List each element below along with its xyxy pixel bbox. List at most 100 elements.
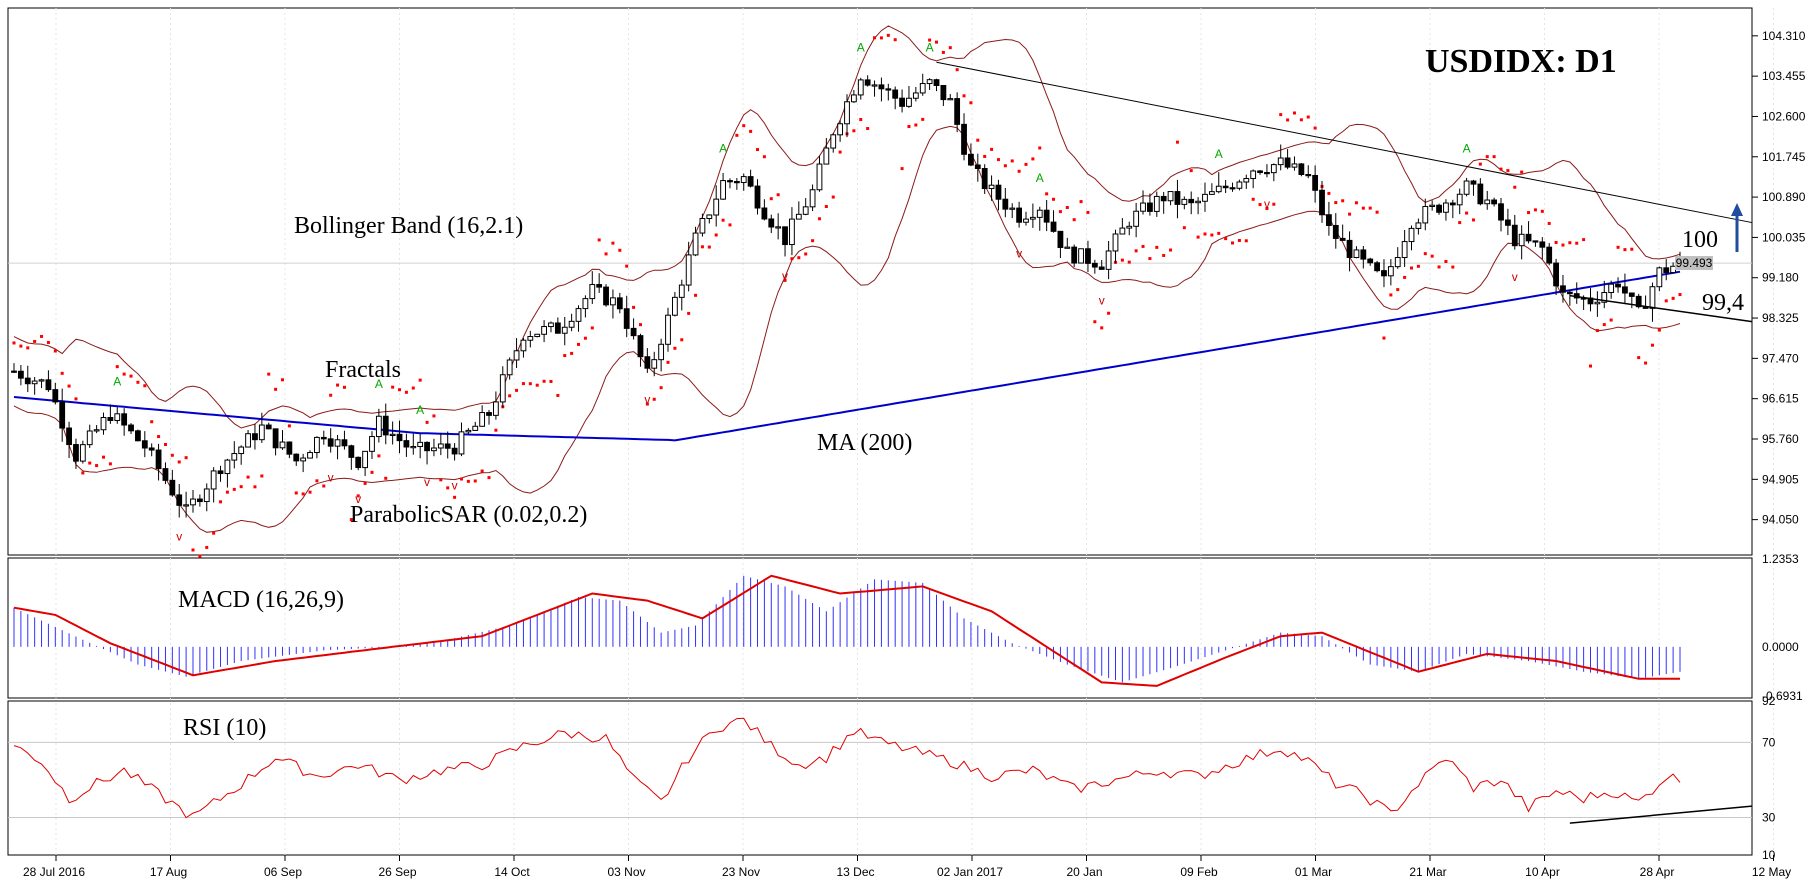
time-tick-label: 02 Jan 2017: [937, 865, 1003, 879]
time-tick-label: 01 Mar: [1295, 865, 1332, 879]
sar-dot: [1630, 247, 1634, 251]
sar-dot: [1389, 293, 1393, 297]
candle-body: [1504, 219, 1511, 226]
sar-dot: [33, 339, 37, 343]
sar-dot: [1169, 248, 1173, 252]
sar-dot: [1237, 238, 1241, 242]
candle-body: [954, 98, 961, 125]
time-tick-label: 10 Apr: [1525, 865, 1560, 879]
sar-dot: [88, 461, 92, 465]
candle-body: [892, 89, 899, 99]
level-994-label: 99,4: [1702, 290, 1744, 316]
candle-body: [1009, 207, 1016, 210]
candle-body: [1518, 233, 1525, 247]
sar-dot: [205, 545, 209, 549]
sar-dot: [384, 476, 388, 480]
candle-body: [837, 123, 844, 136]
candle-body: [809, 189, 816, 208]
sar-dot: [53, 349, 57, 353]
sar-dot: [1141, 244, 1145, 248]
candle-body: [1374, 262, 1380, 272]
sar-dot: [1623, 248, 1627, 252]
sar-dot: [542, 379, 546, 383]
sar-dot: [1527, 211, 1531, 215]
sar-dot: [274, 387, 278, 391]
candle-body: [871, 84, 878, 87]
candle-body: [1566, 291, 1573, 295]
sar-dot: [1416, 264, 1420, 268]
candle-body: [568, 320, 575, 328]
sar-dot: [528, 382, 532, 386]
sar-dot: [590, 326, 594, 330]
candle-body: [768, 218, 775, 228]
candles: [11, 73, 1683, 518]
candle-body: [1429, 204, 1436, 208]
sar-dot: [129, 374, 133, 378]
sar-dot: [1334, 201, 1338, 205]
candle-body: [940, 84, 947, 101]
candle-body: [1098, 266, 1105, 270]
candle-body: [1050, 221, 1057, 232]
candle-body: [128, 424, 134, 432]
sar-dot: [521, 382, 525, 386]
fractal-up-marker: A: [375, 377, 383, 391]
sar-dot: [1003, 164, 1007, 168]
sar-dot: [1258, 203, 1262, 207]
candle-body: [857, 79, 864, 96]
sar-dot: [549, 379, 553, 383]
sar-dot: [466, 479, 470, 483]
sar-dot: [962, 94, 966, 98]
sar-dot: [1265, 206, 1269, 210]
candle-body: [499, 374, 506, 403]
sar-dot: [632, 305, 636, 309]
candle-body: [548, 322, 554, 328]
sar-dot: [535, 383, 539, 387]
sar-dot: [811, 239, 815, 243]
price-tick-label: 98.325: [1762, 311, 1799, 325]
sar-dot: [728, 223, 732, 227]
sar-dot: [1058, 210, 1062, 214]
candle-body: [912, 92, 919, 99]
sar-dot: [618, 248, 622, 252]
sar-dot: [1382, 336, 1386, 340]
resistance-trendline: [936, 61, 1753, 224]
sar-dot: [191, 548, 195, 552]
candle-body: [196, 498, 203, 503]
time-tick-label: 17 Aug: [150, 865, 187, 879]
candle-body: [1470, 180, 1477, 185]
price-tick-label: 94.050: [1762, 513, 1799, 527]
candle-body: [1112, 233, 1119, 252]
rsi-tick-label: 70: [1762, 735, 1776, 749]
candle-body: [396, 433, 403, 442]
arrow-up-icon: [1731, 203, 1743, 252]
time-tick-label: 28 Jul 2016: [23, 865, 85, 879]
sar-dot: [1644, 361, 1648, 365]
candle-body: [974, 164, 981, 169]
candle-body: [926, 79, 933, 85]
candle-body: [1222, 185, 1229, 189]
price-tick-label: 97.470: [1762, 351, 1799, 365]
price-tick-label: 94.905: [1762, 472, 1799, 486]
sar-dot: [1100, 326, 1104, 330]
candle-body: [389, 433, 396, 437]
sar-dot: [1272, 202, 1276, 206]
candle-body: [1064, 246, 1071, 249]
candle-body: [754, 185, 761, 209]
time-tick-label: 28 Apr: [1640, 865, 1675, 879]
candle-body: [1635, 295, 1642, 308]
candle-body: [258, 424, 265, 441]
sar-dot: [1616, 245, 1620, 249]
sar-dot: [597, 238, 601, 242]
sar-dot: [1196, 235, 1200, 239]
sar-dot: [1465, 211, 1469, 215]
fractal-down-marker: v: [782, 269, 788, 283]
candle-body: [1181, 198, 1188, 205]
sar-dot: [74, 397, 78, 401]
candle-body: [417, 441, 424, 448]
sar-dot: [446, 486, 450, 490]
time-tick-label: 06 Sep: [264, 865, 302, 879]
candle-body: [981, 167, 988, 190]
sar-dot: [1052, 197, 1056, 201]
fractal-up-marker: A: [1215, 147, 1223, 161]
sar-dot: [198, 554, 202, 558]
